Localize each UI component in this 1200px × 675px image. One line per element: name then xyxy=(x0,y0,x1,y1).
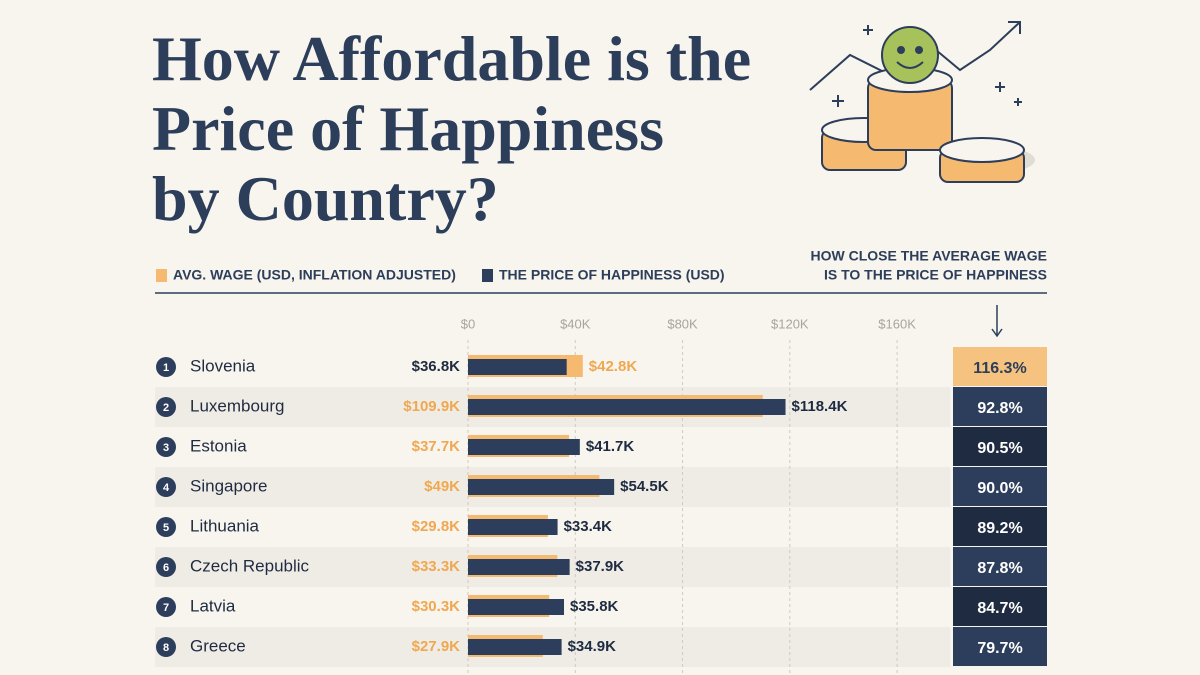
closeness-box xyxy=(953,507,1047,546)
rank-badge xyxy=(156,637,176,657)
country-label: Czech Republic xyxy=(190,556,310,575)
rank-number: 8 xyxy=(163,642,169,654)
arrow-head xyxy=(991,328,1003,338)
rank-number: 7 xyxy=(163,602,169,614)
rank-badge xyxy=(156,557,176,577)
value-label: $36.8K xyxy=(412,358,461,375)
value-label: $30.3K xyxy=(412,598,461,615)
closeness-box xyxy=(953,467,1047,506)
value-label: $33.4K xyxy=(564,518,613,535)
value-label: $35.8K xyxy=(570,598,619,615)
country-label: Estonia xyxy=(190,436,247,455)
closeness-label: 87.8% xyxy=(977,560,1022,577)
value-label: $118.4K xyxy=(792,398,848,415)
price-bar xyxy=(468,599,565,615)
x-tick-label: $0 xyxy=(461,316,475,331)
closeness-box xyxy=(953,627,1047,666)
closeness-label: 89.2% xyxy=(977,520,1022,537)
title-line: by Country? xyxy=(152,163,499,234)
value-label: $27.9K xyxy=(412,638,461,655)
closeness-label: 90.0% xyxy=(977,480,1022,497)
rank-badge xyxy=(156,437,176,457)
title-line: Price of Happiness xyxy=(152,93,664,164)
column-title: HOW CLOSE THE AVERAGE WAGE xyxy=(811,248,1047,264)
rank-number: 6 xyxy=(163,562,169,574)
country-label: Luxembourg xyxy=(190,396,285,415)
value-label: $37.7K xyxy=(412,438,461,455)
legend-swatch xyxy=(482,269,493,282)
x-tick-label: $40K xyxy=(560,316,591,331)
rank-badge xyxy=(156,517,176,537)
closeness-label: 90.5% xyxy=(977,440,1022,457)
rank-badge xyxy=(156,477,176,497)
illustration xyxy=(809,21,1035,183)
country-label: Singapore xyxy=(190,476,268,495)
country-label: Latvia xyxy=(190,596,236,615)
closeness-label: 84.7% xyxy=(977,600,1022,617)
price-bar xyxy=(468,559,570,575)
title-line: How Affordable is the xyxy=(152,23,751,94)
rank-number: 5 xyxy=(163,522,169,534)
country-label: Greece xyxy=(190,636,246,655)
value-label: $33.3K xyxy=(412,558,461,575)
legend-label: AVG. WAGE (USD, INFLATION ADJUSTED) xyxy=(173,267,456,283)
legend-swatch xyxy=(156,269,167,282)
x-tick-label: $160K xyxy=(878,316,916,331)
value-label: $34.9K xyxy=(568,638,617,655)
x-tick-label: $80K xyxy=(667,316,698,331)
closeness-box xyxy=(953,427,1047,466)
price-bar xyxy=(468,399,786,415)
price-bar xyxy=(468,439,580,455)
rank-number: 1 xyxy=(163,362,169,374)
price-bar xyxy=(468,639,562,655)
value-label: $37.9K xyxy=(576,558,625,575)
price-bar xyxy=(468,479,615,495)
rank-number: 3 xyxy=(163,442,169,454)
closeness-label: 79.7% xyxy=(977,640,1022,657)
price-bar xyxy=(468,519,558,535)
rank-number: 4 xyxy=(163,482,170,494)
closeness-box xyxy=(953,347,1047,386)
value-label: $54.5K xyxy=(620,478,669,495)
closeness-box xyxy=(953,387,1047,426)
value-label: $42.8K xyxy=(589,358,638,375)
rank-badge xyxy=(156,397,176,417)
value-label: $41.7K xyxy=(586,438,635,455)
closeness-label: 116.3% xyxy=(973,360,1026,377)
legend-label: THE PRICE OF HAPPINESS (USD) xyxy=(499,267,725,283)
rank-badge xyxy=(156,357,176,377)
value-label: $109.9K xyxy=(403,398,460,415)
country-label: Slovenia xyxy=(190,356,256,375)
closeness-label: 92.8% xyxy=(977,400,1022,417)
rank-badge xyxy=(156,597,176,617)
value-label: $49K xyxy=(424,478,460,495)
rank-number: 2 xyxy=(163,402,169,414)
price-bar xyxy=(468,359,567,375)
column-title: IS TO THE PRICE OF HAPPINESS xyxy=(824,267,1047,283)
country-label: Lithuania xyxy=(190,516,260,535)
x-tick-label: $120K xyxy=(771,316,809,331)
value-label: $29.8K xyxy=(412,518,461,535)
closeness-box xyxy=(953,547,1047,586)
closeness-box xyxy=(953,587,1047,626)
